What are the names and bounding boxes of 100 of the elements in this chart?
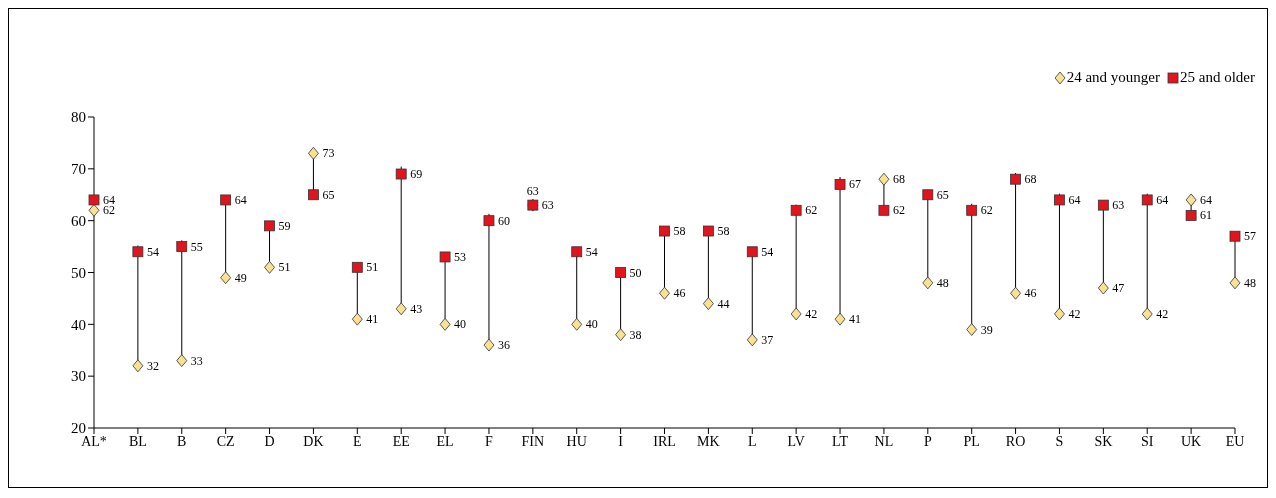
- point: [395, 168, 407, 180]
- data-label: 63: [526, 184, 539, 199]
- x-tick-label: PL: [963, 433, 980, 449]
- data-label: 62: [980, 203, 993, 218]
- point: [702, 225, 714, 237]
- point: [439, 251, 451, 263]
- point: [1185, 193, 1197, 207]
- point: [834, 312, 846, 326]
- data-label: 47: [1112, 281, 1125, 296]
- x-tick-label: EU: [1225, 433, 1245, 449]
- point: [220, 194, 232, 206]
- data-label: 40: [585, 317, 598, 332]
- data-label: 39: [980, 322, 993, 337]
- data-label: 55: [190, 239, 203, 254]
- point: [746, 333, 758, 347]
- data-label: 42: [1068, 306, 1081, 321]
- data-label: 54: [146, 244, 159, 259]
- point: [1097, 281, 1109, 295]
- point: [1229, 230, 1241, 242]
- point: [176, 354, 188, 368]
- data-label: 51: [278, 260, 291, 275]
- point: [351, 261, 363, 273]
- x-tick-label: DK: [303, 433, 324, 449]
- point: [659, 225, 670, 237]
- data-label: 49: [234, 270, 247, 285]
- y-tick-label: 60: [71, 212, 86, 229]
- data-label: 64: [1068, 192, 1081, 207]
- data-label: 46: [1024, 286, 1037, 301]
- x-tick-label: LT: [832, 433, 849, 449]
- point: [1141, 194, 1153, 206]
- x-tick-label: S: [1055, 433, 1064, 449]
- data-label: 44: [717, 296, 730, 311]
- point: [132, 359, 144, 373]
- point: [1054, 194, 1065, 206]
- point: [1010, 173, 1021, 185]
- point: [1229, 276, 1241, 290]
- point: [308, 189, 319, 201]
- data-label: 65: [936, 187, 949, 202]
- data-label: 46: [673, 286, 686, 301]
- point: [571, 317, 583, 331]
- data-label: 32: [146, 358, 159, 373]
- point: [1185, 210, 1197, 221]
- data-label: 48: [936, 275, 949, 290]
- x-tick-label: I: [618, 433, 624, 449]
- data-label: 51: [366, 260, 379, 275]
- data-label: 48: [1244, 275, 1256, 290]
- data-label: 60: [497, 213, 510, 228]
- x-tick-label: F: [485, 433, 494, 449]
- data-label: 58: [717, 224, 730, 239]
- data-label: 68: [892, 172, 905, 187]
- data-label: 53: [454, 249, 467, 264]
- data-label: 57: [1244, 229, 1256, 244]
- point: [395, 302, 407, 316]
- point: [702, 297, 714, 310]
- point: [1010, 286, 1021, 300]
- y-tick-label: 40: [71, 316, 86, 333]
- point: [790, 204, 802, 216]
- point: [351, 312, 363, 326]
- point: [615, 328, 627, 342]
- x-tick-label: HU: [566, 433, 587, 449]
- x-tick-label: FIN: [521, 433, 545, 449]
- data-label: 42: [805, 306, 818, 321]
- x-tick-label: BL: [128, 433, 147, 449]
- x-tick-label: CZ: [216, 433, 235, 449]
- point: [132, 246, 144, 258]
- point: [966, 323, 978, 336]
- point: [176, 241, 188, 252]
- data-label: 64: [234, 192, 247, 207]
- data-label: 62: [892, 203, 905, 218]
- point: [966, 204, 978, 216]
- data-label: 63: [1112, 198, 1125, 213]
- legend-label: 25 and older: [1180, 69, 1255, 86]
- data-label: 69: [410, 167, 423, 182]
- x-tick-label: SK: [1094, 433, 1113, 449]
- x-tick-label: EE: [392, 433, 410, 449]
- data-label: 33: [190, 353, 203, 368]
- data-label: 64: [1156, 192, 1169, 207]
- x-tick-label: RO: [1005, 433, 1026, 449]
- data-label: 59: [278, 218, 291, 233]
- data-label: 41: [849, 312, 862, 327]
- data-label: 64: [1200, 192, 1213, 207]
- point: [264, 260, 275, 274]
- data-label: 37: [761, 332, 774, 347]
- point: [483, 338, 495, 352]
- data-label: 38: [629, 327, 642, 342]
- point: [878, 204, 890, 216]
- data-label: 41: [366, 312, 379, 327]
- y-tick-label: 30: [71, 368, 86, 385]
- x-tick-label: LV: [787, 433, 805, 449]
- point: [659, 286, 670, 300]
- x-tick-label: NL: [874, 433, 894, 449]
- data-label: 50: [629, 265, 642, 280]
- x-tick-label: EL: [436, 433, 454, 449]
- data-label: 73: [322, 146, 335, 161]
- data-label: 42: [1156, 306, 1169, 321]
- point: [922, 189, 934, 201]
- legend-label: 24 and younger: [1066, 69, 1161, 86]
- point: [483, 215, 495, 227]
- point: [615, 267, 627, 278]
- x-tick-label: B: [177, 433, 187, 449]
